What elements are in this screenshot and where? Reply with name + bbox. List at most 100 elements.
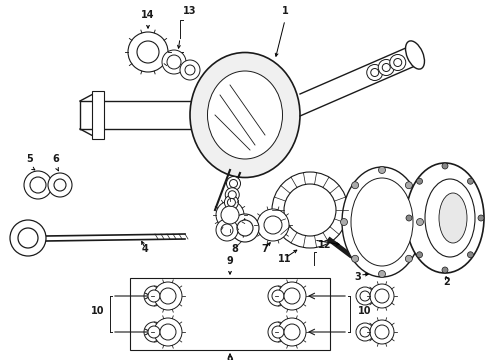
- Circle shape: [467, 178, 473, 184]
- Ellipse shape: [342, 167, 422, 277]
- Text: 1: 1: [282, 6, 289, 16]
- Text: 2: 2: [443, 277, 450, 287]
- Circle shape: [341, 219, 347, 225]
- Circle shape: [278, 318, 306, 346]
- Text: 6: 6: [52, 154, 59, 164]
- Circle shape: [128, 32, 168, 72]
- Text: 8: 8: [232, 244, 239, 254]
- Ellipse shape: [190, 53, 300, 177]
- Circle shape: [154, 318, 182, 346]
- Bar: [130, 278, 330, 350]
- Circle shape: [24, 171, 52, 199]
- Text: 10: 10: [358, 306, 372, 316]
- Circle shape: [268, 286, 288, 306]
- Circle shape: [352, 255, 359, 262]
- Circle shape: [221, 224, 233, 236]
- Text: 4: 4: [142, 244, 148, 254]
- Circle shape: [162, 50, 186, 74]
- Circle shape: [442, 163, 448, 169]
- Circle shape: [54, 179, 66, 191]
- Circle shape: [224, 195, 239, 210]
- Circle shape: [360, 291, 370, 301]
- Circle shape: [272, 290, 284, 302]
- Bar: [92, 91, 104, 139]
- Circle shape: [405, 182, 413, 189]
- Ellipse shape: [351, 178, 413, 266]
- Circle shape: [227, 198, 235, 206]
- Ellipse shape: [425, 179, 475, 257]
- Ellipse shape: [207, 71, 283, 159]
- Circle shape: [375, 325, 389, 339]
- Circle shape: [148, 290, 160, 302]
- Circle shape: [160, 288, 176, 304]
- Text: 10: 10: [91, 306, 105, 316]
- Text: 11: 11: [278, 254, 292, 264]
- Ellipse shape: [406, 41, 424, 69]
- Circle shape: [378, 166, 386, 174]
- Circle shape: [356, 323, 374, 341]
- Circle shape: [378, 270, 386, 278]
- Circle shape: [144, 286, 164, 306]
- Circle shape: [10, 220, 46, 256]
- Text: 12: 12: [318, 240, 332, 250]
- Circle shape: [467, 252, 473, 258]
- Text: 3: 3: [355, 272, 362, 282]
- Circle shape: [226, 176, 241, 190]
- Text: 9: 9: [227, 256, 233, 266]
- Text: 14: 14: [141, 10, 155, 20]
- Circle shape: [394, 58, 402, 67]
- Circle shape: [225, 188, 239, 202]
- Circle shape: [370, 284, 394, 308]
- Circle shape: [148, 326, 160, 338]
- Circle shape: [216, 201, 244, 229]
- Circle shape: [478, 215, 484, 221]
- Circle shape: [18, 228, 38, 248]
- Circle shape: [284, 288, 300, 304]
- Circle shape: [268, 322, 288, 342]
- Circle shape: [378, 59, 394, 76]
- Circle shape: [390, 54, 406, 71]
- Circle shape: [405, 255, 413, 262]
- Circle shape: [185, 65, 195, 75]
- Text: 9: 9: [227, 356, 233, 360]
- Circle shape: [272, 172, 348, 248]
- Ellipse shape: [406, 163, 484, 273]
- Circle shape: [360, 327, 370, 337]
- Circle shape: [264, 216, 282, 234]
- Circle shape: [382, 63, 390, 72]
- Circle shape: [284, 184, 336, 236]
- Circle shape: [356, 287, 374, 305]
- Circle shape: [416, 178, 422, 184]
- Circle shape: [216, 219, 238, 241]
- Circle shape: [221, 206, 239, 224]
- Text: 5: 5: [26, 154, 33, 164]
- Text: 7: 7: [262, 244, 269, 254]
- Circle shape: [137, 41, 159, 63]
- Circle shape: [416, 252, 422, 258]
- Circle shape: [154, 282, 182, 310]
- Circle shape: [229, 180, 238, 188]
- Circle shape: [30, 177, 46, 193]
- Circle shape: [237, 220, 253, 236]
- Circle shape: [231, 214, 259, 242]
- Circle shape: [370, 320, 394, 344]
- Circle shape: [144, 322, 164, 342]
- Circle shape: [48, 173, 72, 197]
- Text: 13: 13: [183, 6, 197, 16]
- Circle shape: [367, 64, 383, 81]
- Circle shape: [406, 215, 412, 221]
- Ellipse shape: [439, 193, 467, 243]
- Circle shape: [284, 324, 300, 340]
- Circle shape: [278, 282, 306, 310]
- Circle shape: [416, 219, 423, 225]
- Circle shape: [160, 324, 176, 340]
- Circle shape: [180, 60, 200, 80]
- Circle shape: [375, 289, 389, 303]
- Circle shape: [257, 209, 289, 241]
- Circle shape: [371, 68, 379, 77]
- Circle shape: [272, 326, 284, 338]
- Circle shape: [442, 267, 448, 273]
- Circle shape: [228, 191, 236, 199]
- Circle shape: [167, 55, 181, 69]
- Circle shape: [352, 182, 359, 189]
